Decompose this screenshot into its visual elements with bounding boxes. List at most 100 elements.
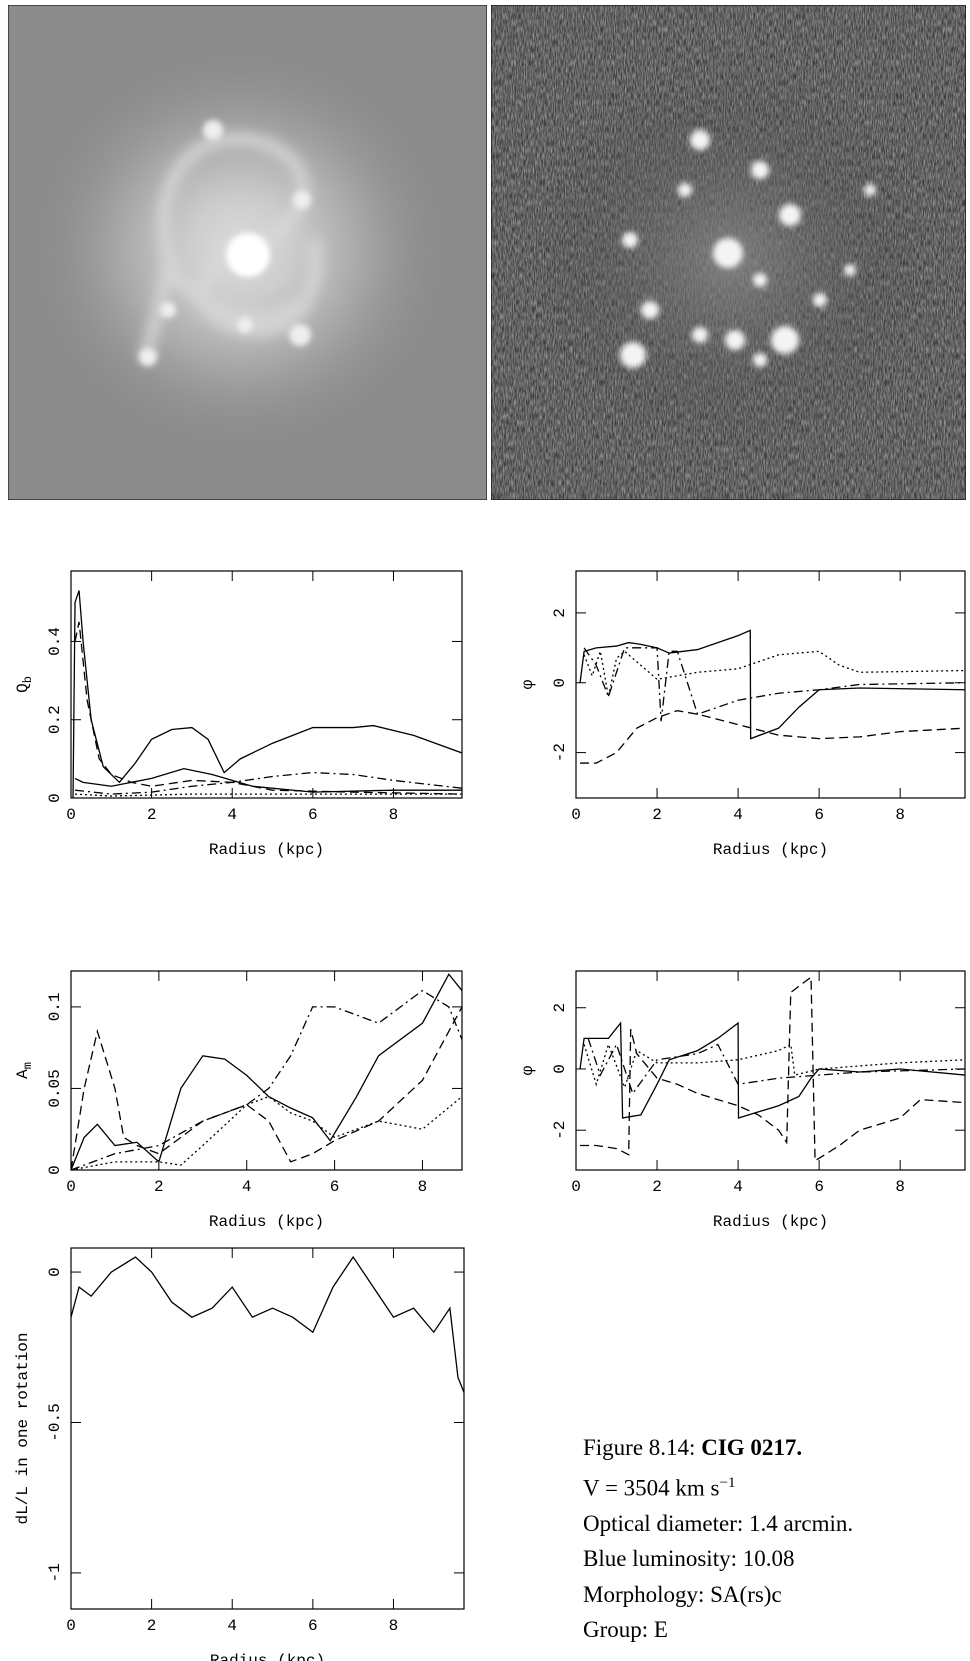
data-line [74,767,462,793]
x-tick-label: 2 [652,806,662,824]
y-tick-label: -1 [46,1563,64,1582]
data-line [583,650,965,697]
data-line [583,647,965,722]
x-tick-label: 6 [814,1178,824,1196]
y-tick-label: -0.5 [46,1403,64,1441]
data-line [74,771,462,795]
plot-frame [70,970,463,1171]
y-axis-label: Am [14,1062,35,1079]
y-tick-label: 0.4 [46,627,64,656]
x-tick-label: 2 [147,1617,157,1635]
x-tick-label: 8 [389,1617,399,1635]
data-line [74,621,462,795]
caption-line: Figure 8.14: CIG 0217. [583,1430,853,1466]
object-name: CIG 0217. [701,1435,803,1460]
data-line [71,1255,464,1393]
x-tick-label: 4 [733,1178,743,1196]
y-axis-label-subscript: b [21,676,35,683]
plot-frame [70,1247,465,1610]
chart: 0 2 4 6 8 -2 0 2 Radius (kpc) φ [519,970,966,1231]
y-tick-label: -2 [551,1121,569,1140]
data-line [74,793,462,797]
x-tick-label: 4 [733,806,743,824]
data-line [583,1042,965,1090]
x-axis-label: Radius (kpc) [209,841,324,859]
x-tick-label: 0 [571,1178,581,1196]
chart: 0 2 4 6 8 0 0.2 0.4 Radius (kpc) Qb [14,570,463,859]
caption-line: Morphology: SA(rs)c [583,1581,782,1607]
y-tick-label: 2 [551,1003,569,1013]
y-tick-label: 2 [551,608,569,618]
x-tick-label: 6 [308,806,318,824]
data-line [579,1021,965,1119]
y-tick-label: 0 [46,1267,64,1277]
x-axis-label: Radius (kpc) [713,1213,828,1231]
x-tick-label: 8 [389,806,399,824]
x-tick-label: 2 [147,806,157,824]
plot-frame [70,570,463,799]
y-axis-label-text: A [14,1069,32,1079]
chart: 0 2 4 6 8 -2 0 2 Radius (kpc) φ [519,570,966,859]
caption-line: Optical diameter: 1.4 arcmin. [583,1510,854,1536]
x-tick-label: 0 [66,806,76,824]
plot-frame [575,570,966,799]
chart: 0 2 4 6 8 0 0.05 0.1 Radius (kpc) Am [14,970,463,1231]
data-line [580,710,965,764]
velocity: V = 3504 km s [583,1475,720,1501]
x-tick-label: 4 [227,806,237,824]
data-line [71,1006,462,1170]
data-line [72,590,462,798]
caption-line: V = 3504 km s−1 [583,1466,853,1506]
y-axis-label-subscript: m [21,1062,35,1069]
y-tick-label: 0.05 [46,1069,64,1107]
velocity-exponent: −1 [719,1474,736,1491]
caption-line: Group: E [583,1617,668,1643]
y-axis-label-text: φ [519,1065,537,1075]
y-axis-label: φ [519,1065,537,1075]
y-tick-label: -2 [551,743,569,762]
y-axis-label: φ [519,679,537,689]
x-tick-label: 6 [308,1617,318,1635]
x-tick-label: 8 [895,806,905,824]
x-tick-label: 6 [814,806,824,824]
galaxy-image [8,5,487,500]
data-line [71,989,462,1170]
x-tick-label: 0 [66,1178,76,1196]
x-tick-label: 6 [330,1178,340,1196]
data-line [587,1038,965,1095]
figure-label: Figure 8.14: [583,1435,696,1460]
data-line [579,629,965,740]
y-tick-label: 0 [551,678,569,688]
plot-frame [575,970,966,1171]
data-line [71,973,462,1170]
x-tick-label: 8 [418,1178,428,1196]
x-tick-label: 0 [66,1617,76,1635]
x-tick-label: 4 [242,1178,252,1196]
x-axis-label: Radius (kpc) [210,1652,325,1661]
data-line [580,975,965,1162]
x-tick-label: 2 [652,1178,662,1196]
y-tick-label: 0 [46,1165,64,1175]
y-tick-label: 0 [551,1064,569,1074]
y-axis-label: Qb [14,676,35,693]
x-tick-label: 4 [227,1617,237,1635]
chart: 0 2 4 6 8 -1 -0.5 0 Radius (kpc) dL/L in one rota… [14,1247,465,1661]
x-tick-label: 2 [154,1178,164,1196]
data-line [71,1095,462,1170]
x-axis-label: Radius (kpc) [713,841,828,859]
caption-line: Blue luminosity: 10.08 [583,1546,795,1572]
figure-caption: Figure 8.14: CIG 0217. V = 3504 km s−1 O… [583,1430,853,1648]
y-axis-label: dL/L in one rotation [14,1332,32,1524]
y-tick-label: 0.2 [46,705,64,734]
y-axis-label-text: dL/L in one rotation [14,1332,32,1524]
y-tick-label: 0.1 [46,992,64,1021]
y-tick-label: 0 [46,793,64,803]
y-axis-label-text: φ [519,679,537,689]
x-tick-label: 0 [571,806,581,824]
residual-image [491,5,966,500]
x-tick-label: 8 [895,1178,905,1196]
x-axis-label: Radius (kpc) [209,1213,324,1231]
y-axis-label-text: Q [14,683,32,693]
